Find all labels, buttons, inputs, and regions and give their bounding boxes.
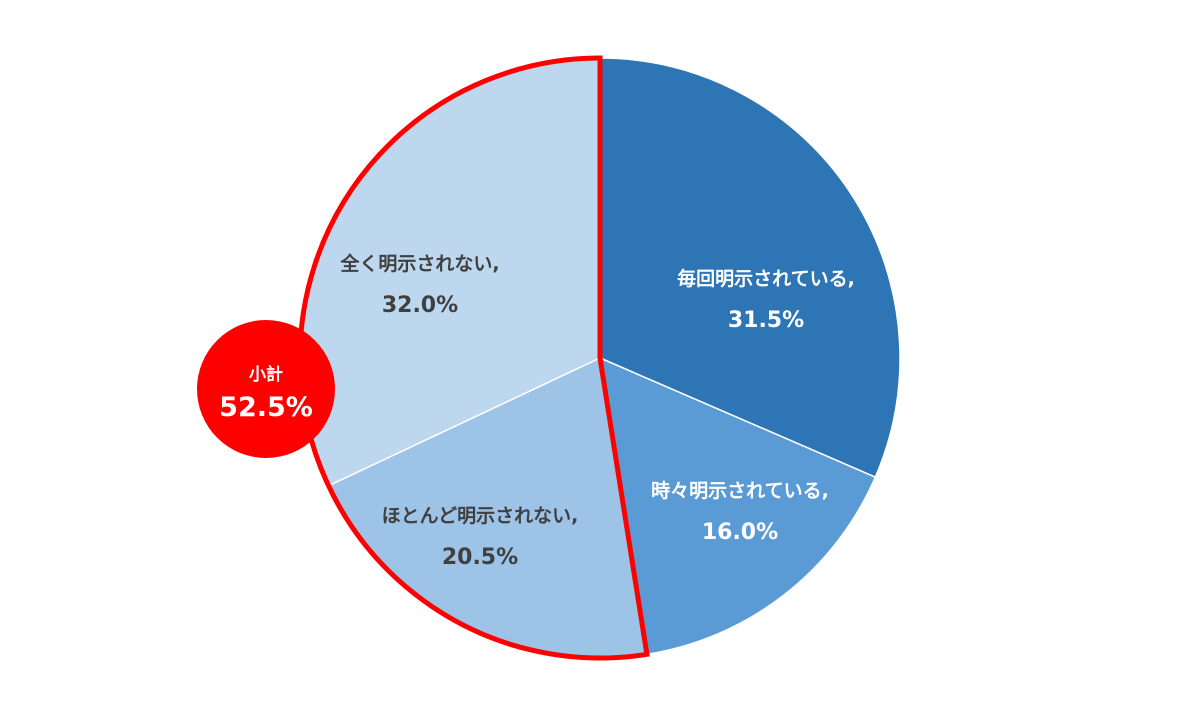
pie-slices: [299, 57, 901, 659]
slice-category-label: 全く明示されない,: [339, 252, 499, 275]
slice-value-label: 32.0%: [382, 293, 458, 318]
pie-slice: [599, 356, 877, 656]
subtotal-title: 小計: [249, 364, 283, 385]
pie-slice: [599, 57, 901, 479]
subtotal-badge: 小計 52.5%: [197, 320, 335, 458]
slice-category-label: 毎回明示されている,: [677, 267, 855, 290]
slice-value-label: 16.0%: [702, 520, 778, 545]
slice-labels: 毎回明示されている, 31.5% 時々明示されている, 16.0% ほとんど明示されない…: [339, 252, 854, 570]
slice-category-label: ほとんど明示されない,: [382, 505, 579, 527]
slice-value-label: 20.5%: [442, 545, 518, 570]
slice-value-label: 31.5%: [728, 308, 804, 333]
subtotal-value: 52.5%: [219, 392, 313, 423]
subtotal-badge-circle: [197, 320, 335, 458]
slice-category-label: 時々明示されている,: [651, 480, 829, 502]
